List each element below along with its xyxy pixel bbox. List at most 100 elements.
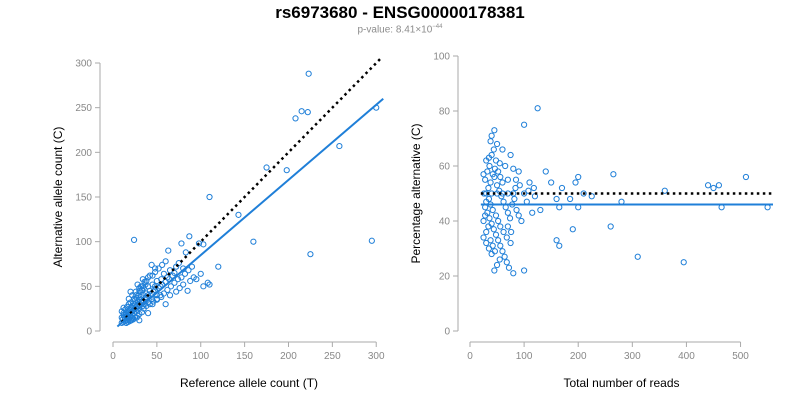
data-point bbox=[148, 261, 155, 268]
data-point bbox=[143, 302, 150, 310]
data-point bbox=[292, 115, 299, 122]
x-tick-label: 50 bbox=[151, 351, 163, 362]
y-tick-label: 100 bbox=[433, 52, 450, 63]
data-point bbox=[504, 176, 511, 183]
data-point bbox=[185, 267, 192, 274]
y-tick-label: 0 bbox=[86, 327, 92, 338]
data-point bbox=[497, 223, 504, 230]
data-point bbox=[160, 290, 167, 297]
data-point bbox=[483, 239, 490, 247]
x-axis-label: Total number of reads bbox=[563, 376, 679, 390]
data-point bbox=[503, 259, 510, 266]
data-point bbox=[137, 283, 145, 290]
data-point bbox=[529, 209, 536, 216]
data-point bbox=[298, 108, 305, 115]
data-point bbox=[556, 242, 563, 249]
y-axis-label: Percentage alternative (C) bbox=[409, 123, 423, 263]
data-point bbox=[710, 184, 717, 192]
data-point bbox=[503, 234, 510, 241]
data-point bbox=[507, 239, 514, 247]
y-tick-label: 250 bbox=[75, 103, 92, 114]
data-point bbox=[607, 223, 614, 230]
data-point bbox=[495, 217, 502, 225]
x-axis-label: Reference allele count (T) bbox=[180, 376, 318, 390]
data-point bbox=[495, 237, 502, 244]
data-point bbox=[136, 285, 143, 292]
data-point bbox=[526, 179, 533, 186]
data-point bbox=[486, 162, 493, 170]
data-point bbox=[485, 223, 492, 230]
data-point bbox=[187, 277, 194, 285]
x-tick-label: 100 bbox=[516, 351, 533, 362]
data-point bbox=[497, 242, 504, 249]
data-point bbox=[178, 240, 185, 247]
data-point bbox=[204, 279, 211, 286]
data-point bbox=[368, 237, 375, 244]
data-point bbox=[165, 247, 172, 254]
data-point bbox=[138, 309, 146, 316]
data-point bbox=[490, 226, 497, 233]
data-point bbox=[715, 182, 722, 189]
y-tick-label: 80 bbox=[439, 107, 451, 118]
data-point bbox=[530, 184, 537, 192]
data-point bbox=[144, 310, 152, 317]
data-point bbox=[572, 179, 579, 186]
data-point bbox=[504, 223, 511, 230]
data-point bbox=[634, 253, 641, 260]
data-point bbox=[483, 157, 490, 164]
data-point bbox=[125, 295, 132, 302]
chart-subtitle: p-value: 8.41×10−44 bbox=[0, 24, 800, 35]
data-point bbox=[489, 206, 496, 214]
data-point bbox=[215, 263, 222, 270]
data-point bbox=[173, 288, 180, 295]
y-tick-label: 150 bbox=[75, 193, 92, 204]
data-point bbox=[186, 233, 193, 240]
data-point bbox=[489, 242, 496, 249]
data-point bbox=[127, 288, 134, 295]
y-axis-label: Alternative allele count (C) bbox=[51, 127, 65, 268]
data-point bbox=[588, 193, 595, 200]
data-point bbox=[548, 179, 555, 186]
x-tick-label: 0 bbox=[110, 351, 116, 362]
data-point bbox=[482, 176, 489, 183]
data-point bbox=[173, 263, 180, 270]
allele-count-scatter-panel: 0 50 100 150 200 250 300 0 50 100 150 200 250 300 Refe… bbox=[51, 57, 385, 390]
data-point bbox=[515, 212, 522, 219]
data-point bbox=[742, 173, 750, 181]
data-point bbox=[542, 168, 549, 175]
data-point bbox=[575, 173, 582, 181]
data-point bbox=[129, 292, 136, 299]
data-point bbox=[499, 146, 506, 153]
data-point bbox=[487, 179, 494, 186]
data-point bbox=[171, 269, 178, 277]
data-point bbox=[482, 212, 489, 219]
data-point bbox=[188, 263, 196, 270]
x-tick-label: 0 bbox=[467, 351, 473, 362]
p-value-exponent: −44 bbox=[432, 24, 443, 30]
y-tick-label: 0 bbox=[444, 327, 450, 338]
data-point bbox=[120, 304, 127, 311]
data-point bbox=[521, 121, 528, 128]
data-point bbox=[495, 168, 502, 175]
data-point bbox=[190, 274, 197, 281]
data-point bbox=[498, 193, 505, 200]
data-point bbox=[130, 236, 138, 243]
data-point bbox=[235, 211, 242, 218]
data-point bbox=[487, 237, 494, 244]
data-point bbox=[488, 132, 495, 139]
data-point bbox=[146, 272, 153, 279]
data-point bbox=[496, 256, 503, 263]
data-point bbox=[171, 279, 178, 286]
data-point bbox=[149, 301, 156, 308]
data-point bbox=[195, 240, 203, 247]
data-point bbox=[153, 295, 160, 302]
y-tick-label: 20 bbox=[439, 272, 451, 283]
data-point bbox=[250, 238, 257, 245]
data-point bbox=[144, 292, 152, 299]
data-point bbox=[493, 261, 501, 269]
data-point bbox=[182, 249, 189, 256]
y-tick-label: 300 bbox=[75, 59, 92, 70]
data-point bbox=[283, 167, 290, 174]
data-point bbox=[507, 151, 514, 159]
data-point bbox=[134, 281, 141, 288]
